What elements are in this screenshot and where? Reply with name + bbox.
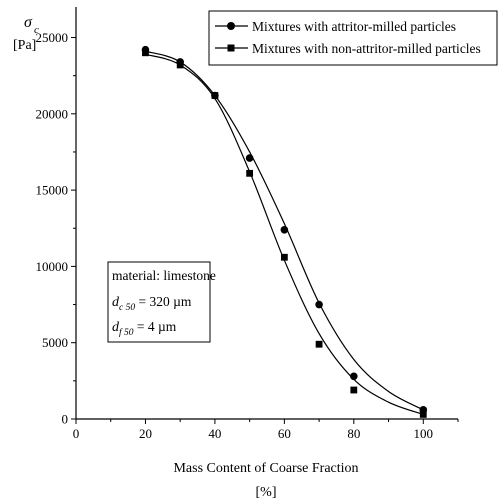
data-point-circle — [315, 300, 323, 309]
data-point-square — [419, 411, 427, 418]
y-tick-label: 5000 — [42, 335, 68, 350]
data-point-square — [315, 340, 323, 348]
data-point-square — [280, 253, 288, 261]
material-annotation: material: limestone dc 50 = 320 µm df 50… — [107, 261, 216, 343]
fit-curve-series-1 — [145, 53, 424, 415]
y-axis-unit: [Pa] — [13, 38, 36, 53]
y-axis-symbol-subscript: c — [34, 24, 39, 36]
legend-marker-circle — [227, 22, 235, 30]
data-point-square — [142, 49, 149, 57]
annotation-box — [107, 261, 211, 343]
annotation-dc50: dc 50 = 320 µm — [112, 294, 192, 313]
axis-ticks: 0 20 40 60 80 100 0 5000 10000 15000 20000 25000 — [36, 30, 459, 441]
x-axis-unit: [%] — [256, 485, 277, 500]
legend-label-attritor: Mixtures with attritor-milled particles — [252, 19, 456, 34]
x-tick-label: 60 — [278, 426, 291, 441]
data-point-square — [176, 61, 184, 69]
x-axis-label: Mass Content of Coarse Fraction — [173, 461, 358, 476]
data-markers — [141, 45, 428, 418]
y-tick-label: 25000 — [36, 30, 69, 45]
data-point-circle — [350, 372, 358, 381]
annotation-material: material: limestone — [112, 268, 216, 283]
x-tick-label: 20 — [139, 426, 152, 441]
y-tick-label: 15000 — [36, 183, 69, 198]
y-tick-label: 20000 — [36, 106, 69, 121]
y-tick-label: 10000 — [36, 259, 69, 274]
y-axis-symbol: σ — [24, 14, 33, 31]
fit-curve-series-0 — [145, 50, 424, 411]
data-point-circle — [245, 154, 254, 162]
data-point-circle — [280, 225, 289, 234]
legend-marker-square — [227, 44, 235, 52]
annotation-df50: df 50 = 4 µm — [112, 319, 177, 338]
legend-box — [208, 10, 498, 66]
data-point-square — [211, 92, 219, 99]
x-tick-label: 40 — [208, 426, 221, 441]
axes — [75, 7, 458, 420]
y-tick-label: 0 — [62, 412, 69, 427]
data-point-square — [350, 386, 358, 394]
x-tick-label: 80 — [347, 426, 360, 441]
x-tick-label: 100 — [414, 426, 434, 441]
legend: Mixtures with attritor-milled particles … — [208, 10, 498, 66]
x-tick-label: 0 — [73, 426, 80, 441]
legend-label-non-attritor: Mixtures with non-attritor-milled partic… — [252, 41, 481, 56]
data-point-square — [246, 169, 254, 177]
